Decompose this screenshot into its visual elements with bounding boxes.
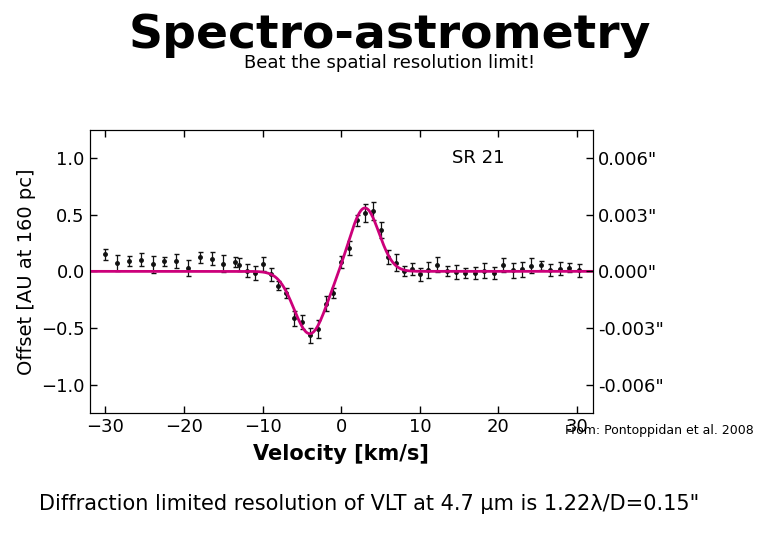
- Text: From: Pontoppidan et al. 2008: From: Pontoppidan et al. 2008: [565, 424, 753, 437]
- X-axis label: Velocity [km/s]: Velocity [km/s]: [254, 444, 429, 464]
- Text: Beat the spatial resolution limit!: Beat the spatial resolution limit!: [244, 54, 536, 72]
- Text: SR 21: SR 21: [452, 150, 505, 167]
- Y-axis label: Offset [AU at 160 pc]: Offset [AU at 160 pc]: [16, 168, 36, 375]
- Text: Diffraction limited resolution of VLT at 4.7 μm is 1.22λ/D=0.15": Diffraction limited resolution of VLT at…: [39, 494, 699, 514]
- Text: Spectro-astrometry: Spectro-astrometry: [129, 14, 651, 58]
